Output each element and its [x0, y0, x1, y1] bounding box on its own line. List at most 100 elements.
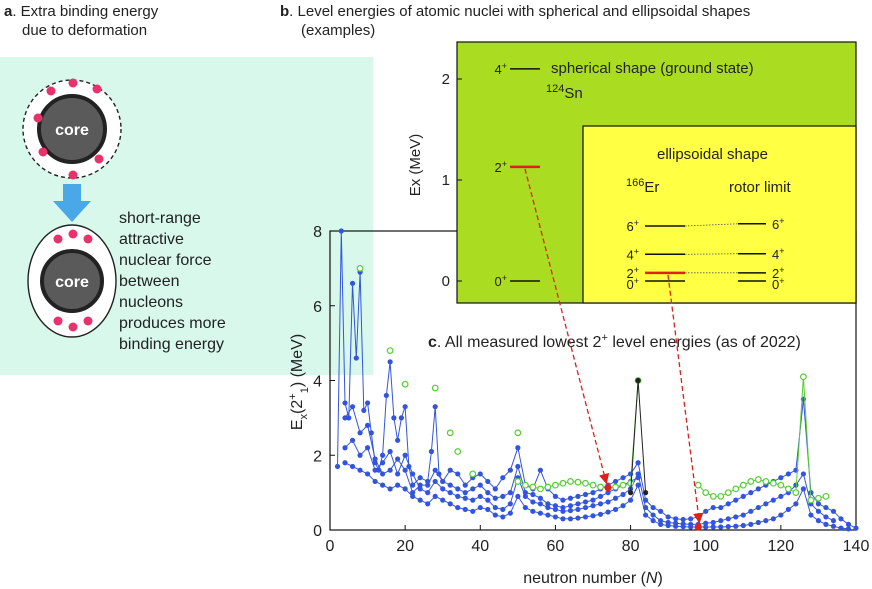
data-point	[800, 486, 807, 492]
data-point	[770, 497, 776, 503]
core-label-top: core	[55, 122, 89, 139]
data-point	[425, 501, 431, 507]
data-point	[537, 501, 544, 507]
data-point	[387, 486, 393, 492]
data-point-magic	[732, 485, 740, 493]
data-point	[477, 493, 483, 499]
data-point	[635, 377, 641, 384]
data-point	[740, 493, 746, 499]
data-point	[447, 467, 453, 473]
data-point	[643, 504, 649, 511]
x-tick-label: 100	[692, 538, 719, 555]
data-point	[410, 490, 416, 496]
data-point	[582, 504, 589, 511]
data-point	[643, 490, 649, 496]
data-point	[552, 506, 559, 513]
data-point	[500, 475, 506, 481]
data-point	[853, 525, 859, 531]
spherical-core	[37, 94, 107, 164]
data-point	[417, 486, 423, 492]
data-point	[440, 478, 446, 485]
data-point	[349, 404, 356, 410]
data-point	[537, 495, 544, 501]
data-point	[485, 478, 491, 485]
data-point	[447, 501, 453, 507]
sn-symbol: Sn	[564, 85, 582, 102]
panel-a-illustration: core core	[22, 78, 122, 338]
data-point	[470, 497, 476, 503]
panel-b-title-line2: (examples)	[301, 22, 376, 39]
data-point-magic	[514, 429, 522, 437]
data-point-magic	[597, 483, 604, 491]
data-point	[703, 520, 709, 526]
data-point	[477, 471, 483, 477]
data-point	[410, 493, 416, 499]
data-point	[455, 486, 461, 492]
nucleon	[83, 234, 93, 244]
connector-arrows	[524, 168, 704, 524]
spherical-level-label: 4+	[495, 61, 508, 77]
arrow-er	[667, 274, 704, 524]
data-point	[703, 508, 709, 514]
data-point	[432, 467, 438, 473]
y-tick-label: 0	[313, 523, 322, 540]
data-point	[740, 512, 746, 518]
data-point	[380, 471, 386, 477]
data-point	[725, 524, 731, 530]
data-point	[612, 495, 619, 501]
data-point	[364, 400, 371, 406]
data-point	[410, 471, 416, 477]
data-point	[372, 456, 378, 462]
description-line: nucleons	[119, 294, 184, 311]
highlight-point	[604, 484, 612, 492]
data-point	[492, 486, 498, 492]
data-point-magic	[627, 479, 634, 487]
data-point	[395, 471, 401, 477]
rotor-level-label: 4+	[772, 246, 785, 262]
data-point	[823, 514, 829, 520]
data-point	[395, 437, 401, 443]
data-point-magic	[815, 494, 822, 502]
data-point-magic	[694, 481, 702, 489]
panel-b-ylabel: Ex (MeV)	[407, 134, 424, 197]
spherical-nucleus: 124Sn	[546, 83, 583, 102]
description-line: nuclear force	[119, 252, 212, 269]
ylabel-sub2: 1	[299, 387, 311, 393]
data-point-magic	[717, 492, 725, 500]
data-point	[582, 499, 589, 505]
data-point	[627, 490, 634, 496]
data-point-magic	[567, 478, 574, 485]
nucleons-spherical	[33, 78, 104, 180]
data-point	[462, 490, 468, 496]
data-point	[560, 508, 566, 514]
data-point	[492, 495, 498, 501]
data-point	[338, 228, 344, 234]
data-point	[815, 518, 822, 524]
y-tick-label: 8	[313, 224, 322, 241]
data-point	[455, 504, 461, 511]
ellipsoidal-title: ellipsoidal shape	[657, 146, 768, 163]
data-point	[635, 482, 641, 488]
ellipsoidal-level-label: 6+	[627, 218, 640, 234]
data-point	[725, 516, 731, 522]
data-point	[447, 482, 453, 488]
data-point-magic	[386, 347, 394, 355]
description-line: binding energy	[119, 336, 224, 353]
level-parity: +	[779, 216, 784, 226]
data-point-magic	[574, 478, 582, 486]
data-point	[605, 499, 611, 505]
nucleon	[68, 229, 78, 239]
data-point	[440, 486, 446, 492]
data-point	[391, 415, 397, 421]
nucleon	[68, 170, 78, 180]
data-point	[688, 516, 694, 522]
ylabel-sub: x	[298, 413, 310, 419]
data-point	[500, 493, 506, 499]
data-point	[530, 508, 536, 514]
y-tick-label: 4	[313, 374, 322, 391]
data-point	[755, 519, 761, 526]
level-parity: +	[779, 246, 784, 256]
ellipsoidal-levels: 6+4+2+0+6+4+2+0+	[627, 216, 785, 292]
description-line: between	[119, 273, 180, 290]
data-point	[361, 407, 367, 413]
